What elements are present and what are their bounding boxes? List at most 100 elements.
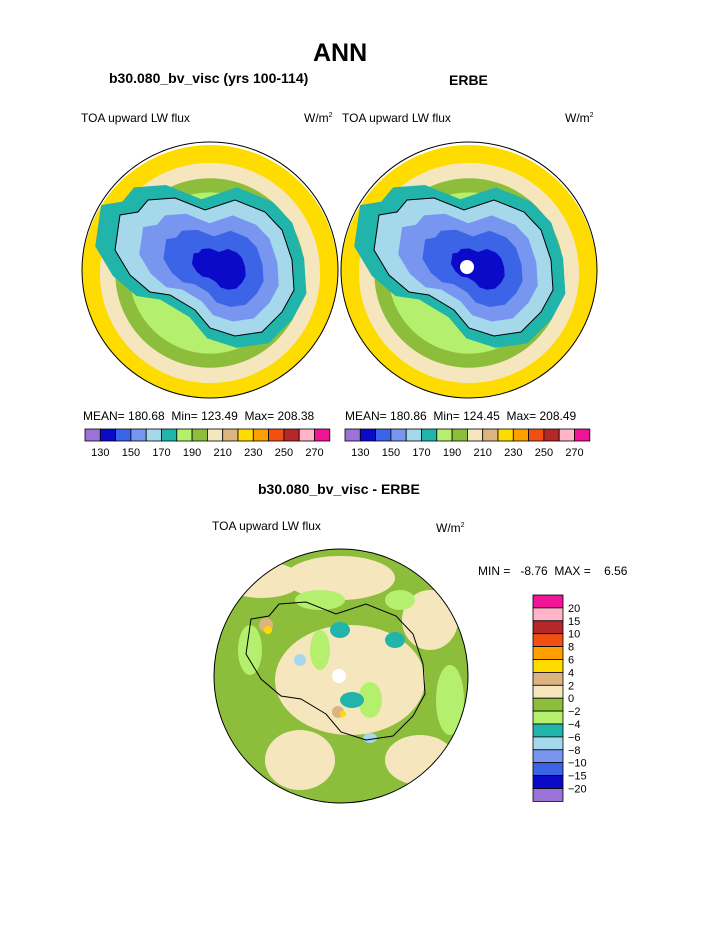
colorbar-tick-label: 250 <box>275 447 293 459</box>
colorbar-box-1 <box>344 428 361 442</box>
colorbar-box-11 <box>532 723 564 738</box>
colorbar-box-4 <box>130 428 147 442</box>
colorbar-box-16 <box>532 788 564 802</box>
diff-map <box>213 548 469 804</box>
diff-min-label: MIN = <box>478 564 511 578</box>
map-border <box>213 548 469 804</box>
left-max-label: Max= <box>244 409 275 423</box>
colorbar-tick-label: 270 <box>565 447 583 459</box>
colorbar-box-8 <box>191 428 208 442</box>
colorbar-box-10 <box>222 428 239 442</box>
right-stats: MEAN= 180.86 Min= 124.45 Max= 208.49 <box>345 409 576 423</box>
colorbar-box-14 <box>543 428 560 442</box>
colorbar-box-13 <box>268 428 285 442</box>
diff-max-label: MAX = <box>554 564 591 578</box>
diff-contour-9 <box>385 590 415 610</box>
diff-stats: MIN = -8.76 MAX = 6.56 <box>478 564 627 578</box>
colorbar-box-10 <box>482 428 499 442</box>
colorbar-box-9 <box>466 428 484 442</box>
colorbar-box-9 <box>532 697 564 712</box>
colorbar-box-11 <box>237 428 254 442</box>
colorbar-box-12 <box>532 736 564 751</box>
left-max-value: 208.38 <box>277 409 315 423</box>
colorbar-tick-label: 4 <box>568 667 574 679</box>
colorbar-box-2 <box>99 428 117 442</box>
left-case-title: b30.080_bv_visc (yrs 100-114) <box>109 70 309 86</box>
right-units: W/m2 <box>565 111 594 125</box>
map-border <box>81 141 339 399</box>
left-mean-label: MEAN= <box>83 409 125 423</box>
colorbar-box-6 <box>532 659 564 673</box>
diff-contour-11 <box>310 630 330 670</box>
map-fill-group <box>341 145 597 398</box>
colorbar-box-14 <box>532 762 564 777</box>
colorbar-box-3 <box>532 620 564 635</box>
colorbar-tick-label: −8 <box>568 745 581 757</box>
right-max-label: Max= <box>506 409 537 423</box>
colorbar-box-5 <box>145 428 162 442</box>
colorbar-box-2 <box>359 428 376 442</box>
right-map <box>340 141 598 399</box>
colorbar-box-2 <box>532 607 564 622</box>
colorbar-tick-label: −6 <box>568 732 581 744</box>
colorbar-box-16 <box>574 428 591 442</box>
colorbar-box-5 <box>405 428 422 442</box>
diff-contour-13 <box>330 622 350 638</box>
right-min-label: Min= <box>433 409 460 423</box>
left-units: W/m2 <box>304 111 333 125</box>
colorbar-tick-label: 130 <box>351 447 369 459</box>
diff-contour-1 <box>285 556 395 600</box>
colorbar-box-1 <box>532 594 564 609</box>
colorbar-tick-label: 210 <box>214 447 232 459</box>
colorbar-tick-label: 170 <box>152 447 170 459</box>
colorbar-tick-label: 210 <box>474 447 492 459</box>
colorbar-tick-label: 190 <box>443 447 461 459</box>
diff-field-label: TOA upward LW flux <box>212 519 321 533</box>
colorbar-tick-label: −10 <box>568 758 587 770</box>
colorbar-box-12 <box>252 428 270 442</box>
colorbar-tick-label: −20 <box>568 784 587 796</box>
colorbar-box-15 <box>558 428 575 442</box>
right-field-label: TOA upward LW flux <box>342 111 451 125</box>
colorbar-tick-label: 230 <box>504 447 522 459</box>
main-title: ANN <box>313 39 368 67</box>
colorbar-box-3 <box>375 428 392 442</box>
colorbar-box-6 <box>161 428 178 442</box>
colorbar-tick-label: 250 <box>535 447 553 459</box>
colorbar-box-5 <box>532 646 564 660</box>
diff-contour-3 <box>402 590 458 650</box>
contour-band-9 <box>192 248 246 290</box>
colorbar-box-6 <box>421 428 438 442</box>
colorbar-box-7 <box>436 428 453 442</box>
colorbar-tick-label: −2 <box>568 706 581 718</box>
right-mean-label: MEAN= <box>345 409 387 423</box>
colorbar-tick-label: 230 <box>244 447 262 459</box>
colorbar-box-11 <box>497 428 514 442</box>
left-stats: MEAN= 180.68 Min= 123.49 Max= 208.38 <box>83 409 314 423</box>
diff-contour-6 <box>385 735 455 785</box>
right-mean-value: 180.86 <box>390 409 427 423</box>
colorbar-box-15 <box>532 775 564 789</box>
colorbar-box-4 <box>390 428 407 442</box>
colorbar-tick-label: −4 <box>568 719 581 731</box>
coastline <box>245 601 426 741</box>
diff-contour-14 <box>385 632 405 648</box>
map-fill-group <box>214 549 468 803</box>
colorbar-box-7 <box>532 672 564 686</box>
colorbar-box-13 <box>532 749 564 764</box>
colorbar-box-14 <box>283 428 300 442</box>
colorbar-tick-label: 150 <box>122 447 140 459</box>
diff-contour-10 <box>436 665 464 735</box>
colorbar-box-1 <box>84 428 101 442</box>
colorbar-tick-label: 15 <box>568 616 580 628</box>
diff-contour-2 <box>222 562 302 598</box>
right-colorbar: 130 150 170 190 210 230 250 270 <box>344 428 591 459</box>
colorbar-tick-label: 130 <box>91 447 109 459</box>
right-min-value: 124.45 <box>463 409 500 423</box>
colorbar-tick-label: 170 <box>412 447 430 459</box>
colorbar-tick-label: 8 <box>568 642 574 654</box>
left-field-label: TOA upward LW flux <box>81 111 190 125</box>
colorbar-tick-label: 6 <box>568 655 574 667</box>
